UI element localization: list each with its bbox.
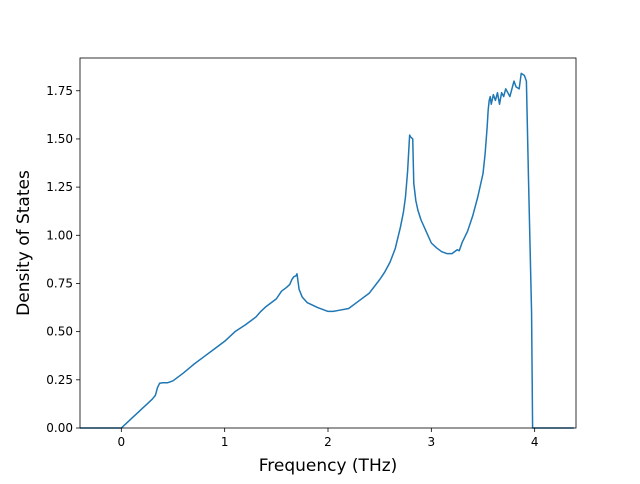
x-axis-label: Frequency (THz) — [259, 456, 398, 476]
dos-series-line — [80, 72, 574, 429]
y-tick-label: 0.75 — [46, 276, 73, 290]
y-tick-label: 0.00 — [46, 421, 73, 435]
y-tick-label: 0.25 — [46, 373, 73, 387]
y-tick-label: 1.00 — [46, 228, 73, 242]
x-tick-label: 3 — [428, 435, 436, 449]
y-tick-label: 1.25 — [46, 180, 73, 194]
y-tick-label: 1.75 — [46, 84, 73, 98]
x-tick-label: 1 — [221, 435, 229, 449]
x-tick-label: 2 — [324, 435, 332, 449]
x-axis-ticks: 0 1 2 3 4 — [118, 428, 539, 449]
y-tick-label: 1.50 — [46, 132, 73, 146]
y-axis-ticks: 0.00 0.25 0.50 0.75 1.00 1.25 1.50 1.75 — [46, 84, 80, 435]
y-axis-label: Density of States — [14, 170, 34, 316]
x-tick-label: 4 — [531, 435, 539, 449]
x-tick-label: 0 — [118, 435, 126, 449]
y-tick-label: 0.50 — [46, 325, 73, 339]
